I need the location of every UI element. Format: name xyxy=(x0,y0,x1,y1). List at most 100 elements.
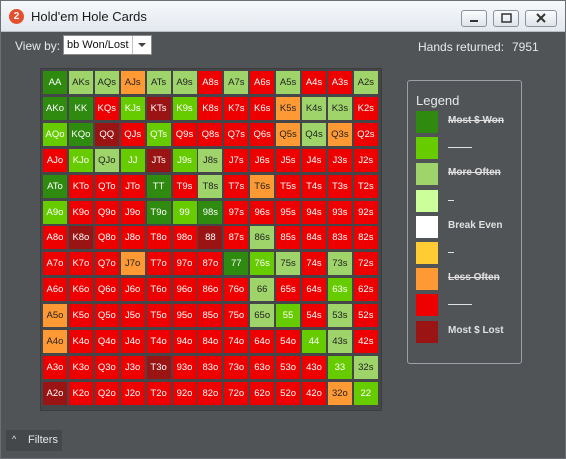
hand-cell[interactable]: K4o xyxy=(68,330,93,353)
hand-cell[interactable]: J8s xyxy=(198,148,223,172)
hand-cell[interactable]: Q4s xyxy=(302,122,326,146)
hand-cell[interactable]: 94o xyxy=(172,330,197,353)
hand-cell[interactable]: K4s xyxy=(302,96,326,120)
hand-cell[interactable]: K9s xyxy=(172,96,197,120)
hand-cell[interactable]: 84s xyxy=(302,226,326,250)
hand-cell[interactable]: A6o xyxy=(43,278,67,302)
hand-cell[interactable]: T7o xyxy=(146,252,171,276)
hand-cell[interactable]: J5o xyxy=(120,304,145,328)
hand-cell[interactable]: Q9s xyxy=(172,122,197,146)
hand-cell[interactable]: T4o xyxy=(146,330,171,353)
hand-cell[interactable]: K2s xyxy=(353,96,378,120)
hand-cell[interactable]: 65s xyxy=(276,278,301,302)
hand-cell[interactable]: JJ xyxy=(120,148,145,172)
hand-cell[interactable]: Q2o xyxy=(94,381,119,405)
hand-cell[interactable]: JTs xyxy=(146,148,171,172)
hand-cell[interactable]: 97s xyxy=(224,200,249,224)
hand-cell[interactable]: K2o xyxy=(68,381,93,405)
hand-cell[interactable]: Q8s xyxy=(198,122,223,146)
hand-cell[interactable]: J7o xyxy=(120,252,145,276)
hand-cell[interactable]: T7s xyxy=(224,174,249,198)
hand-cell[interactable]: 88 xyxy=(198,226,223,250)
hand-cell[interactable]: Q5o xyxy=(94,304,119,328)
hand-cell[interactable]: AJo xyxy=(43,148,67,172)
hand-cell[interactable]: 85s xyxy=(276,226,301,250)
hand-cell[interactable]: Q6s xyxy=(250,122,275,146)
hand-cell[interactable]: KJo xyxy=(68,148,93,172)
hand-cell[interactable]: 94s xyxy=(302,200,326,224)
hand-cell[interactable]: 72o xyxy=(224,381,249,405)
hand-cell[interactable]: 66 xyxy=(250,278,275,302)
hand-cell[interactable]: 76o xyxy=(224,278,249,302)
hand-cell[interactable]: 52s xyxy=(353,304,378,328)
hand-cell[interactable]: 82s xyxy=(353,226,378,250)
hand-cell[interactable]: 87s xyxy=(224,226,249,250)
hand-cell[interactable]: Q6o xyxy=(94,278,119,302)
hand-cell[interactable]: T2s xyxy=(353,174,378,198)
hand-cell[interactable]: 54s xyxy=(302,304,326,328)
hand-cell[interactable]: QTs xyxy=(146,122,171,146)
hand-cell[interactable]: Q7o xyxy=(94,252,119,276)
hand-cell[interactable]: T5o xyxy=(146,304,171,328)
hand-cell[interactable]: A2o xyxy=(43,381,67,405)
hand-cell[interactable]: 43s xyxy=(327,330,352,353)
hand-cell[interactable]: J3o xyxy=(120,355,145,379)
hand-cell[interactable]: 55 xyxy=(276,304,301,328)
hand-cell[interactable]: 65o xyxy=(250,304,275,328)
hand-cell[interactable]: K5s xyxy=(276,96,301,120)
hand-cell[interactable]: 86o xyxy=(198,278,223,302)
hand-cell[interactable]: 32o xyxy=(327,381,352,405)
hand-cell[interactable]: K8o xyxy=(68,226,93,250)
hand-cell[interactable]: 53s xyxy=(327,304,352,328)
hand-cell[interactable]: Q2s xyxy=(353,122,378,146)
maximize-button[interactable] xyxy=(493,10,519,27)
hand-cell[interactable]: 95o xyxy=(172,304,197,328)
hand-cell[interactable]: 85o xyxy=(198,304,223,328)
hand-cell[interactable]: K7s xyxy=(224,96,249,120)
hand-cell[interactable]: 76s xyxy=(250,252,275,276)
hand-cell[interactable]: A9s xyxy=(172,71,197,94)
hand-cell[interactable]: 83o xyxy=(198,355,223,379)
hand-cell[interactable]: A8o xyxy=(43,226,67,250)
minimize-button[interactable] xyxy=(461,10,487,27)
hand-cell[interactable]: 63o xyxy=(250,355,275,379)
hand-cell[interactable]: 64o xyxy=(250,330,275,353)
hand-cell[interactable]: 92o xyxy=(172,381,197,405)
hand-cell[interactable]: 74s xyxy=(302,252,326,276)
hand-cell[interactable]: 75o xyxy=(224,304,249,328)
hand-cell[interactable]: KK xyxy=(68,96,93,120)
hand-cell[interactable]: K6o xyxy=(68,278,93,302)
hand-cell[interactable]: A4s xyxy=(302,71,326,94)
hand-cell[interactable]: 87o xyxy=(198,252,223,276)
hand-cell[interactable]: 98o xyxy=(172,226,197,250)
hand-cell[interactable]: 52o xyxy=(276,381,301,405)
hand-cell[interactable]: AKs xyxy=(68,71,93,94)
hand-cell[interactable]: QQ xyxy=(94,122,119,146)
hand-cell[interactable]: 72s xyxy=(353,252,378,276)
hand-cell[interactable]: T5s xyxy=(276,174,301,198)
hand-cell[interactable]: T9s xyxy=(172,174,197,198)
hand-cell[interactable]: J4s xyxy=(302,148,326,172)
hand-cell[interactable]: AKo xyxy=(43,96,67,120)
hand-cell[interactable]: A5s xyxy=(276,71,301,94)
hand-cell[interactable]: ATs xyxy=(146,71,171,94)
hand-cell[interactable]: QJo xyxy=(94,148,119,172)
hand-cell[interactable]: QTo xyxy=(94,174,119,198)
hand-cell[interactable]: 33 xyxy=(327,355,352,379)
hand-cell[interactable]: 42o xyxy=(302,381,326,405)
hand-cell[interactable]: A3o xyxy=(43,355,67,379)
hand-cell[interactable]: 96o xyxy=(172,278,197,302)
hand-cell[interactable]: 43o xyxy=(302,355,326,379)
hand-cell[interactable]: 62s xyxy=(353,278,378,302)
hand-cell[interactable]: K5o xyxy=(68,304,93,328)
hand-cell[interactable]: J9o xyxy=(120,200,145,224)
filters-toggle[interactable]: ^ Filters xyxy=(6,430,62,451)
hand-cell[interactable]: 22 xyxy=(353,381,378,405)
hand-cell[interactable]: 32s xyxy=(353,355,378,379)
hand-cell[interactable]: 42s xyxy=(353,330,378,353)
hand-cell[interactable]: J7s xyxy=(224,148,249,172)
hand-cell[interactable]: 93o xyxy=(172,355,197,379)
hand-cell[interactable]: AQo xyxy=(43,122,67,146)
hand-cell[interactable]: T2o xyxy=(146,381,171,405)
hand-cell[interactable]: A4o xyxy=(43,330,67,353)
